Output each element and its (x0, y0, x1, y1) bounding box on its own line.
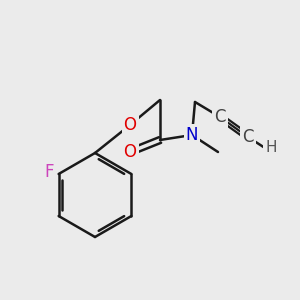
Text: H: H (265, 140, 277, 155)
Text: O: O (124, 116, 136, 134)
Text: C: C (242, 128, 254, 146)
Text: F: F (44, 163, 53, 181)
Text: C: C (214, 108, 226, 126)
Text: N: N (186, 126, 198, 144)
Text: O: O (124, 143, 136, 161)
